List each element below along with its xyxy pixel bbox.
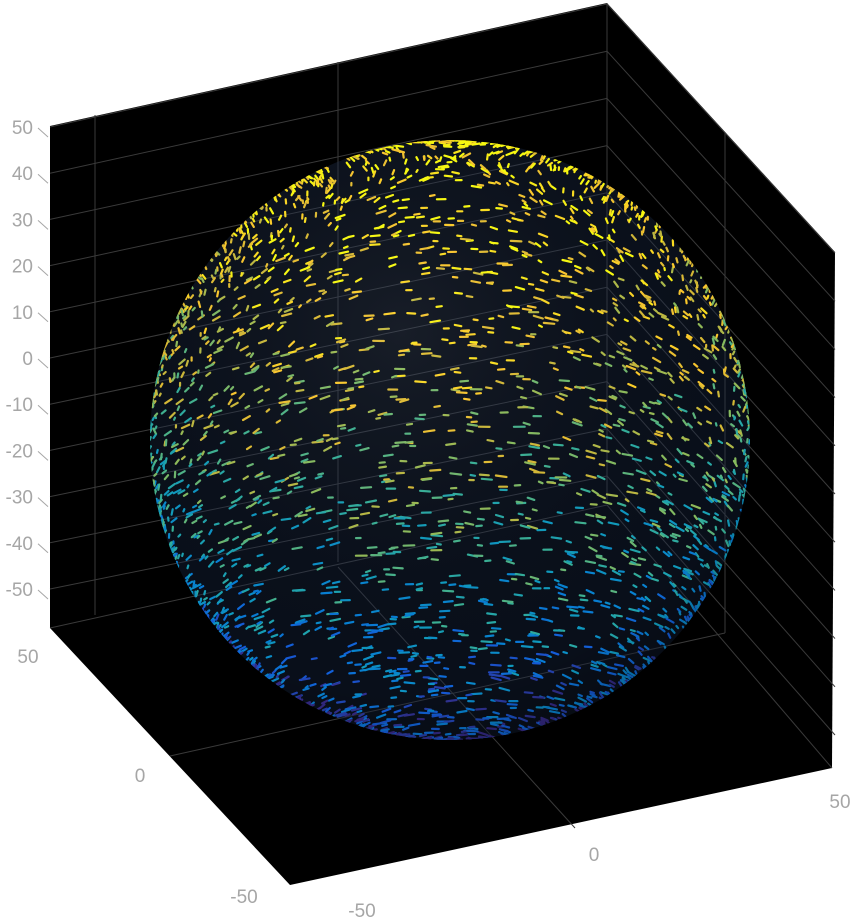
x-tick-label: 0 [589,845,600,866]
y-tick-label: 50 [17,647,38,668]
gridline [606,50,836,302]
y-tick-label: 0 [135,766,146,787]
gridline [49,97,608,220]
x-tick-label: -50 [348,901,375,919]
gridline [49,50,608,174]
z-tick-label: -10 [6,395,33,416]
gridline [49,3,608,128]
z-tick-mark [37,589,49,600]
z-tick-label: 50 [12,118,33,139]
point-cloud [150,140,750,740]
z-tick-label: -20 [6,441,33,462]
sphere-shading [150,140,750,740]
gridline [606,98,836,350]
x-axis-ticks: -50 0 50 [348,792,850,919]
z-tick-mark [37,312,49,323]
z-tick-mark [37,543,49,554]
z-tick-mark [37,358,49,369]
z-tick-label: -40 [6,534,33,555]
gridline [606,3,836,254]
z-tick-mark [37,173,49,184]
z-tick-label: 30 [12,210,33,231]
z-tick-label: -50 [6,580,33,601]
z-tick-label: 20 [12,257,33,278]
z-tick-label: 40 [12,164,33,185]
z-tick-mark [37,497,49,507]
z-tick-mark [37,266,49,276]
z-tick-label: 0 [22,349,33,370]
y-tick-label: -50 [230,887,257,908]
gridline [606,145,836,398]
z-tick-mark [37,220,49,230]
z-tick-label: -30 [6,488,33,509]
z-tick-mark [37,404,49,415]
z-tick-mark [37,127,49,138]
z-tick-mark [37,451,49,461]
z-axis-ticks: 50 40 30 20 10 0 -10 -20 -30 -40 -50 [6,118,49,601]
y-axis-ticks: 50 0 -50 [17,647,257,908]
x-tick-label: 50 [829,792,850,813]
z-tick-label: 10 [12,303,33,324]
